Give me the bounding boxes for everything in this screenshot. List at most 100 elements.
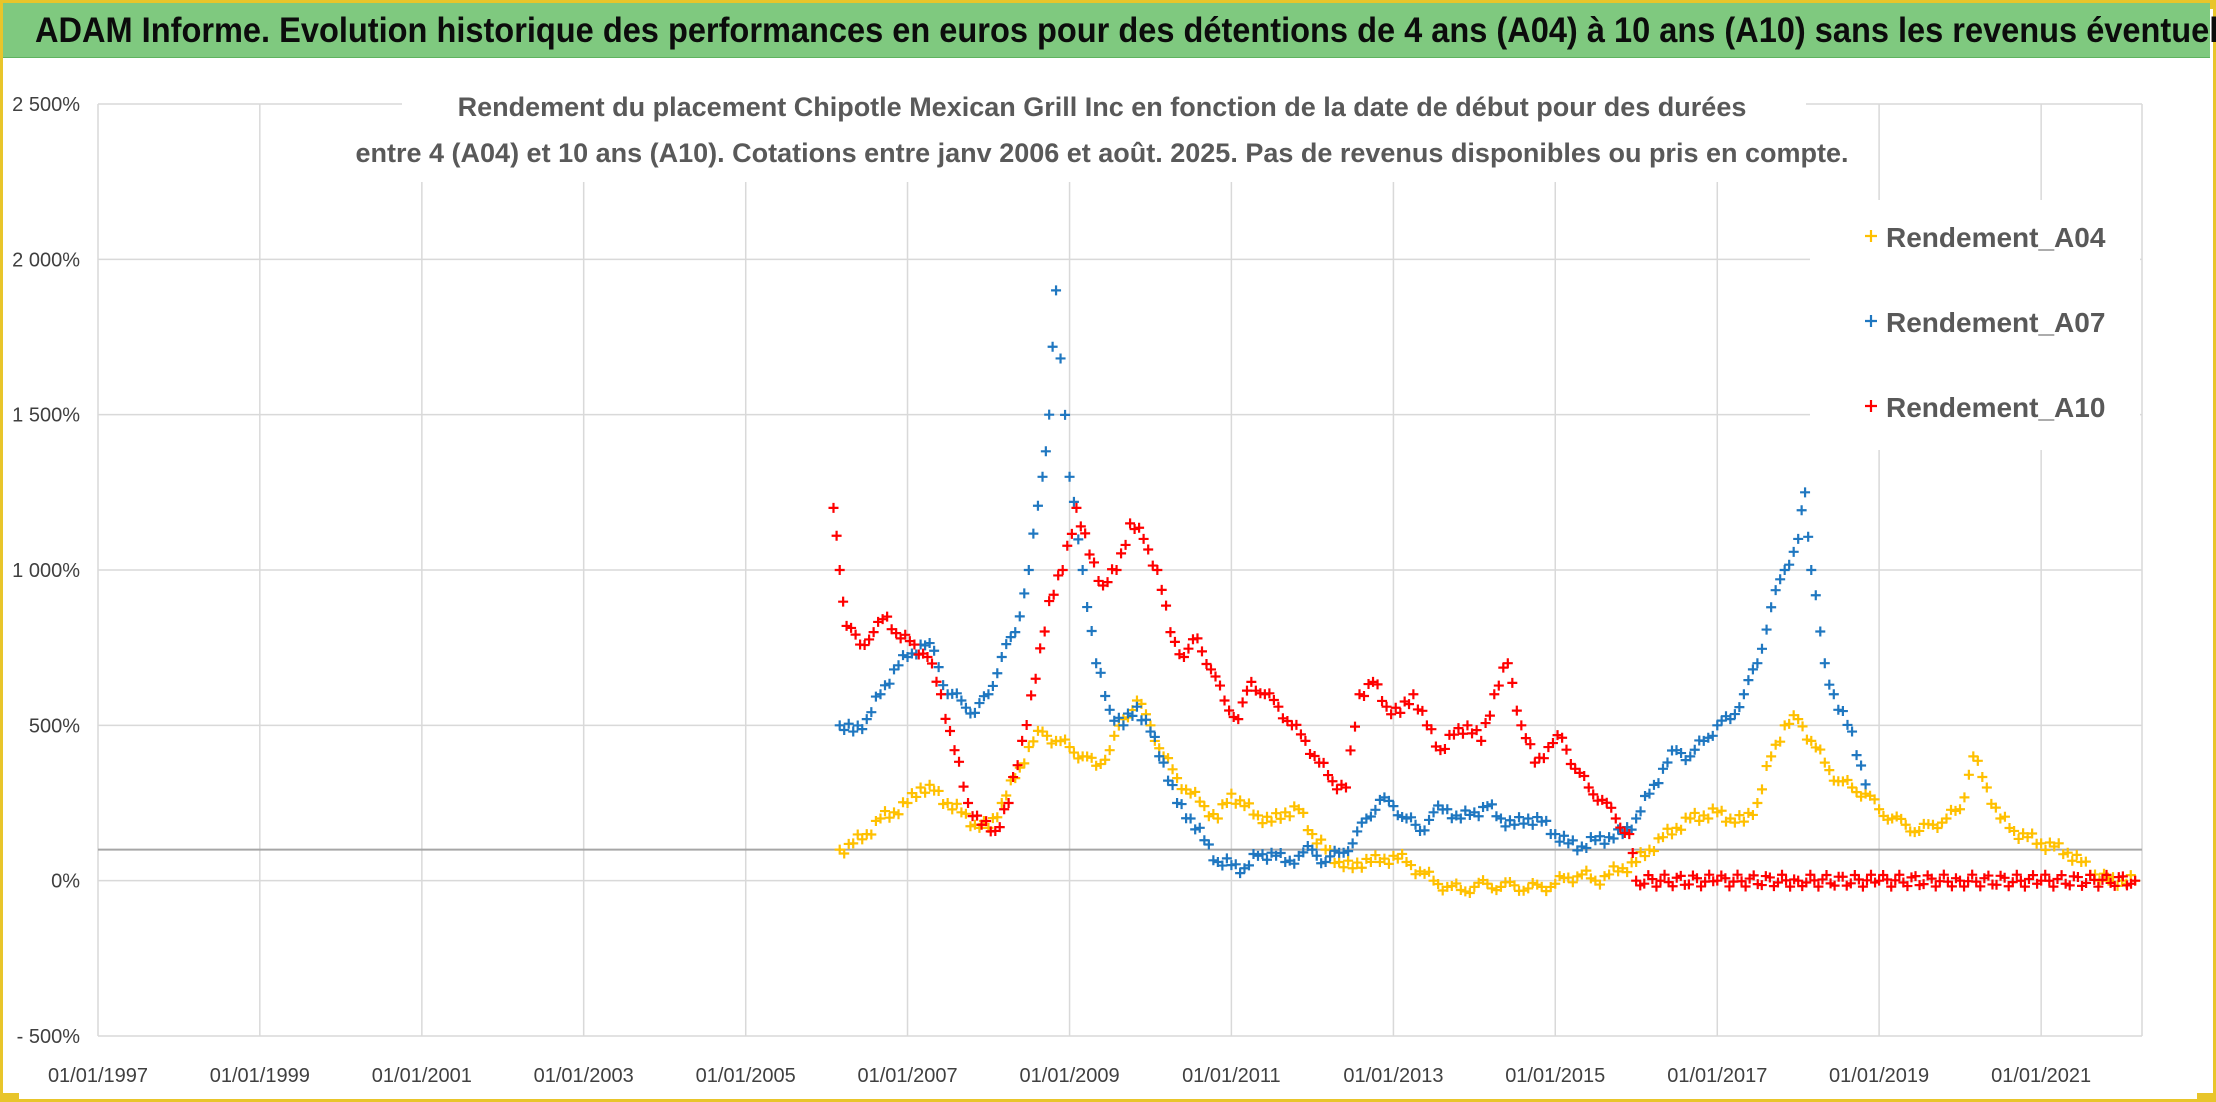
data-point [1707, 730, 1718, 741]
data-point [1651, 881, 1662, 892]
data-point [1615, 822, 1626, 833]
data-point [1300, 735, 1311, 746]
data-point [1666, 829, 1677, 840]
data-point [1439, 743, 1450, 754]
data-point [1572, 871, 1583, 882]
data-point [1345, 745, 1356, 756]
x-tick-label: 01/01/2019 [1829, 1065, 1929, 1087]
data-point [1219, 695, 1230, 706]
data-point [1800, 487, 1811, 498]
data-point [1064, 742, 1075, 753]
data-point [1847, 726, 1858, 737]
data-point [1486, 799, 1497, 810]
data-point [1185, 788, 1196, 799]
data-point [1550, 878, 1561, 889]
data-point [1975, 881, 1986, 892]
data-point [868, 627, 879, 638]
data-point [1743, 807, 1754, 818]
data-point [954, 756, 965, 767]
data-point [1113, 712, 1124, 723]
data-point [1752, 798, 1763, 808]
data-point [1021, 720, 1032, 731]
data-point [857, 834, 868, 845]
data-point [929, 645, 940, 656]
legend-label: Rendement_A10 [1886, 392, 2105, 423]
data-point [1761, 624, 1772, 635]
data-point [1428, 807, 1439, 818]
data-point [1482, 878, 1493, 889]
data-point [1525, 739, 1536, 750]
data-point [987, 680, 998, 691]
data-point [1748, 870, 1759, 881]
data-point [994, 822, 1005, 833]
data-point [1460, 805, 1471, 816]
data-point [1370, 850, 1381, 861]
data-point [1747, 664, 1758, 675]
data-point [1120, 539, 1131, 550]
data-point [1401, 813, 1412, 824]
data-point [1554, 836, 1565, 847]
data-point [1051, 285, 1062, 296]
data-point [1847, 782, 1858, 793]
data-point [1377, 695, 1388, 706]
data-point [1558, 830, 1569, 841]
data-point [1874, 804, 1885, 815]
data-point [1352, 826, 1363, 837]
data-point [1648, 846, 1659, 857]
data-point [2064, 880, 2075, 891]
data-point [1145, 726, 1156, 737]
data-point [1008, 772, 1019, 783]
data-point [1999, 872, 2010, 883]
data-point [1257, 849, 1268, 860]
data-point [1932, 823, 1943, 834]
y-tick-label: - 500% [17, 1026, 81, 1048]
data-point [1896, 813, 1907, 824]
x-tick-label: 01/01/2015 [1505, 1065, 1605, 1087]
data-point [1685, 751, 1696, 762]
data-point [1320, 857, 1331, 868]
data-point [1169, 636, 1180, 647]
data-point [2125, 870, 2136, 881]
data-point [1631, 813, 1642, 824]
data-point [1486, 883, 1497, 894]
data-point [1210, 671, 1221, 682]
data-point [1208, 855, 1219, 866]
data-point [1793, 533, 1804, 544]
data-point [1071, 502, 1082, 513]
data-point [1125, 518, 1136, 529]
data-point [1340, 782, 1351, 793]
data-point [960, 808, 971, 819]
data-point [1042, 730, 1053, 741]
data-point [1588, 789, 1599, 800]
data-point [1801, 877, 1812, 888]
data-point [1323, 770, 1334, 781]
legend-label: Rendement_A07 [1886, 307, 2105, 338]
data-point [999, 804, 1010, 815]
data-point [875, 689, 886, 700]
data-point [1635, 806, 1646, 817]
data-point [1594, 879, 1605, 890]
data-point [1576, 841, 1587, 852]
data-point [1495, 813, 1506, 824]
data-point [828, 502, 839, 513]
data-point [2048, 881, 2059, 892]
data-point [1851, 750, 1862, 761]
data-point [893, 660, 904, 671]
data-point [1518, 818, 1529, 829]
data-point [1507, 677, 1518, 688]
data-point [1035, 643, 1046, 654]
data-point [891, 628, 902, 639]
data-point [931, 676, 942, 687]
data-point [1579, 770, 1590, 781]
data-point [1581, 865, 1592, 876]
data-point [1086, 752, 1097, 763]
data-point [996, 651, 1007, 662]
data-point [1163, 775, 1174, 786]
data-point [866, 829, 877, 840]
data-point [2130, 875, 2141, 886]
y-tick-label: 2 000% [12, 249, 80, 271]
data-point [857, 724, 868, 735]
data-point [1235, 795, 1246, 806]
data-point [1779, 565, 1790, 575]
